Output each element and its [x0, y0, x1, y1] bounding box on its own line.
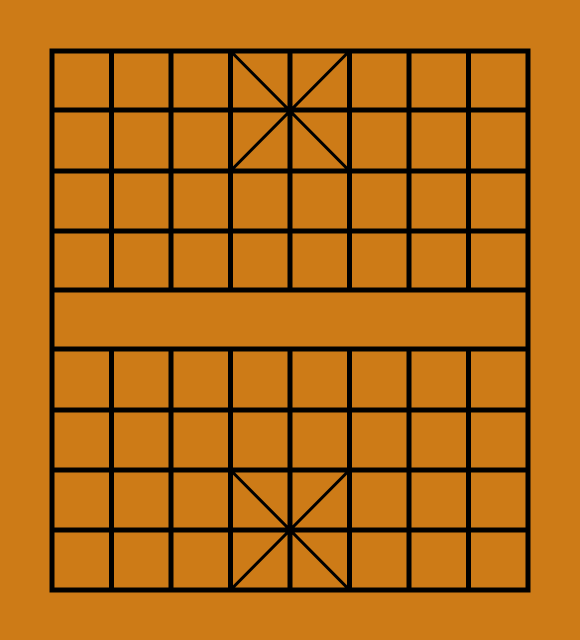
board-point-5-0[interactable]	[328, 29, 372, 73]
board-point-0-1[interactable]	[30, 88, 74, 132]
board-point-1-6[interactable]	[90, 388, 134, 432]
board-point-0-9[interactable]	[30, 568, 74, 612]
board-point-4-5[interactable]	[268, 327, 312, 371]
board-point-5-7[interactable]	[328, 448, 372, 492]
board-point-1-1[interactable]	[90, 88, 134, 132]
palace-diagonal-top-b	[228, 48, 352, 174]
board-point-0-6[interactable]	[30, 388, 74, 432]
board-point-0-8[interactable]	[30, 508, 74, 552]
board-point-5-4[interactable]	[328, 268, 372, 312]
board-point-8-2[interactable]	[506, 149, 550, 193]
board-point-3-2[interactable]	[209, 149, 253, 193]
board-point-0-3[interactable]	[30, 209, 74, 253]
board-point-6-0[interactable]	[387, 29, 431, 73]
board-point-7-8[interactable]	[447, 508, 491, 552]
board-point-2-0[interactable]	[149, 29, 193, 73]
board-point-0-0[interactable]	[30, 29, 74, 73]
board-point-6-8[interactable]	[387, 508, 431, 552]
board-point-5-3[interactable]	[328, 209, 372, 253]
board-point-1-0[interactable]	[90, 29, 134, 73]
board-point-7-5[interactable]	[447, 327, 491, 371]
board-point-3-8[interactable]	[209, 508, 253, 552]
board-point-8-3[interactable]	[506, 209, 550, 253]
board-point-6-6[interactable]	[387, 388, 431, 432]
board-point-3-3[interactable]	[209, 209, 253, 253]
board-point-2-1[interactable]	[149, 88, 193, 132]
board-point-4-0[interactable]	[268, 29, 312, 73]
board-point-2-2[interactable]	[149, 149, 193, 193]
board-point-0-2[interactable]	[30, 149, 74, 193]
board-point-4-8[interactable]	[268, 508, 312, 552]
board-point-2-3[interactable]	[149, 209, 193, 253]
board-point-6-7[interactable]	[387, 448, 431, 492]
palace-top	[228, 48, 352, 174]
board-point-1-4[interactable]	[90, 268, 134, 312]
board-point-8-6[interactable]	[506, 388, 550, 432]
board-point-4-7[interactable]	[268, 448, 312, 492]
board-point-6-9[interactable]	[387, 568, 431, 612]
board-point-4-3[interactable]	[268, 209, 312, 253]
palace-diagonal-bottom-b	[228, 467, 352, 593]
board-point-4-9[interactable]	[268, 568, 312, 612]
board-point-6-3[interactable]	[387, 209, 431, 253]
board-point-5-8[interactable]	[328, 508, 372, 552]
board-point-2-4[interactable]	[149, 268, 193, 312]
board-point-6-4[interactable]	[387, 268, 431, 312]
board-point-7-7[interactable]	[447, 448, 491, 492]
board-point-5-1[interactable]	[328, 88, 372, 132]
board-point-2-7[interactable]	[149, 448, 193, 492]
board-point-3-1[interactable]	[209, 88, 253, 132]
board-point-5-2[interactable]	[328, 149, 372, 193]
board-point-8-9[interactable]	[506, 568, 550, 612]
board-point-7-1[interactable]	[447, 88, 491, 132]
board-point-5-6[interactable]	[328, 388, 372, 432]
board-point-3-5[interactable]	[209, 327, 253, 371]
board-point-7-2[interactable]	[447, 149, 491, 193]
board-point-2-9[interactable]	[149, 568, 193, 612]
board-point-7-3[interactable]	[447, 209, 491, 253]
board-point-3-7[interactable]	[209, 448, 253, 492]
board-point-3-6[interactable]	[209, 388, 253, 432]
board-point-4-1[interactable]	[268, 88, 312, 132]
board-point-6-2[interactable]	[387, 149, 431, 193]
board-point-7-6[interactable]	[447, 388, 491, 432]
board-point-1-5[interactable]	[90, 327, 134, 371]
board-point-1-9[interactable]	[90, 568, 134, 612]
board-point-5-9[interactable]	[328, 568, 372, 612]
board-point-1-2[interactable]	[90, 149, 134, 193]
board-point-2-5[interactable]	[149, 327, 193, 371]
board-point-4-2[interactable]	[268, 149, 312, 193]
board-point-7-9[interactable]	[447, 568, 491, 612]
board-point-1-8[interactable]	[90, 508, 134, 552]
board-point-6-5[interactable]	[387, 327, 431, 371]
board-point-2-6[interactable]	[149, 388, 193, 432]
board-point-7-4[interactable]	[447, 268, 491, 312]
palace-bottom	[228, 467, 352, 593]
board-point-3-9[interactable]	[209, 568, 253, 612]
board-point-8-1[interactable]	[506, 88, 550, 132]
board-point-4-6[interactable]	[268, 388, 312, 432]
board-point-8-5[interactable]	[506, 327, 550, 371]
board-point-5-5[interactable]	[328, 327, 372, 371]
board-point-0-5[interactable]	[30, 327, 74, 371]
board-point-4-4[interactable]	[268, 268, 312, 312]
board-point-8-4[interactable]	[506, 268, 550, 312]
board-point-8-0[interactable]	[506, 29, 550, 73]
board-point-3-0[interactable]	[209, 29, 253, 73]
board-point-0-7[interactable]	[30, 448, 74, 492]
board-point-1-3[interactable]	[90, 209, 134, 253]
board-point-0-4[interactable]	[30, 268, 74, 312]
board-point-6-1[interactable]	[387, 88, 431, 132]
board-point-8-7[interactable]	[506, 448, 550, 492]
board-point-8-8[interactable]	[506, 508, 550, 552]
board-point-1-7[interactable]	[90, 448, 134, 492]
board-point-7-0[interactable]	[447, 29, 491, 73]
board-point-2-8[interactable]	[149, 508, 193, 552]
board-point-3-4[interactable]	[209, 268, 253, 312]
board-grid	[49, 48, 531, 593]
